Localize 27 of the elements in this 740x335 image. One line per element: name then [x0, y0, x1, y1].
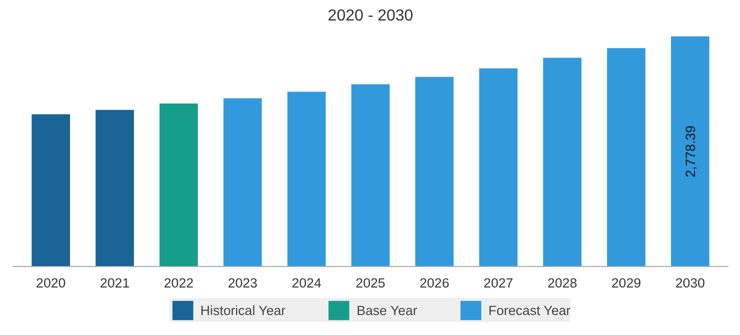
- x-tick-label: 2030: [675, 276, 705, 290]
- x-tick-label: 2023: [228, 276, 258, 290]
- bar: [32, 114, 70, 266]
- legend-label: Forecast Year: [488, 302, 571, 318]
- bar: [287, 92, 326, 266]
- bar: [543, 58, 582, 266]
- bar: [479, 68, 518, 266]
- x-tick-label: 2020: [36, 276, 66, 290]
- chart-title: 2020 - 2030: [328, 8, 414, 24]
- bar: [607, 48, 646, 266]
- x-tick-label: 2027: [484, 276, 514, 290]
- bar: [670, 36, 710, 266]
- x-tick-label: 2029: [611, 276, 642, 290]
- x-tick-label: 2021: [100, 276, 130, 290]
- x-tick-label: 2025: [356, 276, 386, 290]
- legend-label: Base Year: [356, 302, 418, 318]
- x-tick-label: 2024: [292, 276, 322, 290]
- bar: [96, 110, 134, 266]
- bar: [160, 104, 198, 266]
- x-tick-label: 2026: [420, 276, 450, 290]
- bar: [351, 84, 390, 266]
- bar: [415, 76, 454, 266]
- data-label: 2,778.39: [683, 126, 698, 178]
- x-tick-label: 2028: [547, 276, 578, 290]
- legend-label: Historical Year: [200, 302, 286, 318]
- bar: [223, 98, 262, 266]
- x-tick-label: 2022: [164, 276, 194, 290]
